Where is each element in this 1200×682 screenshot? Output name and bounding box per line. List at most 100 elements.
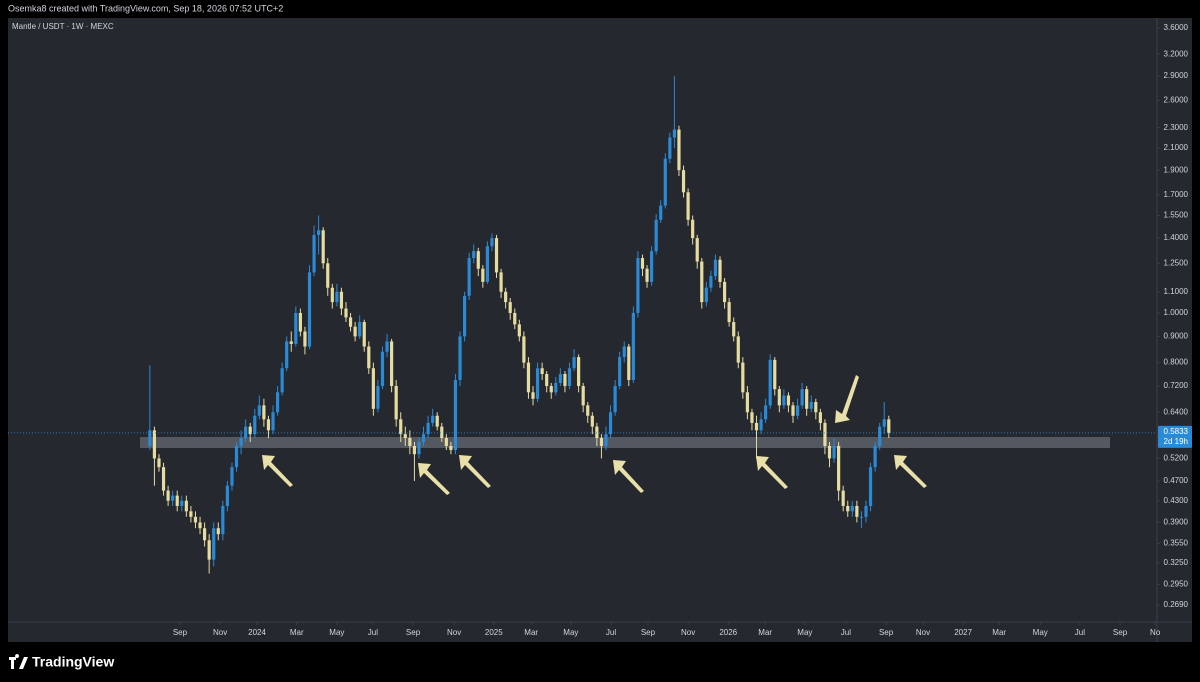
candle-body <box>335 291 339 303</box>
candle-body <box>827 445 832 459</box>
arrow <box>835 375 859 423</box>
candle-body <box>814 402 818 413</box>
candle-body <box>850 505 854 512</box>
candle-body <box>768 359 772 406</box>
candle-body <box>809 402 813 409</box>
candle-body <box>545 374 549 387</box>
x-tick-label: Sep <box>1113 628 1128 637</box>
chart-panel <box>8 18 1192 642</box>
logo: TradingView <box>9 654 114 670</box>
candle-body <box>590 415 594 427</box>
candle-body <box>846 505 850 512</box>
candle-body <box>791 405 795 416</box>
candle-body <box>385 341 389 352</box>
candle-body <box>380 351 385 387</box>
candle-body <box>887 419 891 433</box>
y-tick-label: 0.5200 <box>1164 454 1189 463</box>
candle-body <box>444 438 448 446</box>
candle-body <box>645 268 649 282</box>
candle-body <box>266 419 271 431</box>
candle-body <box>686 192 690 220</box>
candle-body <box>376 386 380 409</box>
candle-body <box>795 405 800 416</box>
candle-body <box>189 511 193 517</box>
candle-body <box>681 170 686 193</box>
candle-body <box>193 516 198 523</box>
candle-body <box>449 445 453 451</box>
y-tick-label: 0.3550 <box>1164 538 1189 547</box>
candle-body <box>175 495 179 506</box>
candle-body <box>285 341 289 369</box>
x-tick-label: Nov <box>447 628 461 637</box>
y-tick-label: 0.4300 <box>1164 496 1189 505</box>
candle-body <box>586 405 590 416</box>
candle-body <box>832 445 836 459</box>
candle-body <box>280 368 284 393</box>
candle-body <box>317 230 321 235</box>
x-tick-label: Nov <box>213 628 227 637</box>
candle-body <box>855 505 859 517</box>
candle-body <box>166 490 170 501</box>
arrow <box>756 456 788 489</box>
x-tick-label: 2025 <box>485 628 503 637</box>
candle-body <box>476 251 480 269</box>
candle-body <box>764 405 768 420</box>
candle-body <box>390 341 394 387</box>
candle-body <box>713 259 718 277</box>
y-tick-label: 1.0000 <box>1164 308 1189 317</box>
y-tick-label: 1.4000 <box>1164 233 1189 242</box>
candle-body <box>754 422 759 431</box>
candle-body <box>212 528 216 560</box>
candle-body <box>782 395 786 406</box>
x-tick-label: Mar <box>524 628 538 637</box>
candle-body <box>157 458 161 468</box>
logo-text: TradingView <box>32 654 114 670</box>
candle-body <box>426 422 430 435</box>
y-tick-label: 3.2000 <box>1164 49 1189 58</box>
candle-body <box>540 368 544 375</box>
candle-body <box>216 528 220 535</box>
candle-body <box>431 415 435 423</box>
arrow <box>894 455 927 488</box>
candle-body <box>805 389 809 409</box>
candle-body <box>408 438 412 446</box>
candle-body <box>303 331 307 347</box>
x-tick-label: 2026 <box>719 628 737 637</box>
y-tick-label: 2.3000 <box>1164 123 1189 132</box>
candle-body <box>668 137 672 159</box>
candle-body <box>549 386 553 393</box>
x-tick-label: May <box>1033 628 1048 637</box>
candle-body <box>622 346 626 358</box>
candle-body <box>526 362 531 393</box>
candle-body <box>759 419 763 431</box>
candle-body <box>522 336 526 363</box>
candle-body <box>221 505 225 535</box>
arrow <box>459 455 491 488</box>
y-tick-label: 0.3900 <box>1164 518 1189 527</box>
candle-body <box>494 238 499 273</box>
candle-body <box>636 258 640 313</box>
candle-body <box>517 324 521 337</box>
candle-body <box>800 389 804 406</box>
candle-body <box>640 258 645 269</box>
candle-body <box>818 412 822 423</box>
candle-body <box>353 326 357 337</box>
header: Osemka8 created with TradingView.com, Se… <box>8 3 283 13</box>
y-tick-label: 1.9000 <box>1164 165 1189 174</box>
candle-body <box>513 312 517 325</box>
candle-body <box>531 392 535 399</box>
candle-body <box>344 308 348 318</box>
candle-body <box>435 415 439 427</box>
candle-body <box>298 312 302 332</box>
candle-body <box>202 528 207 541</box>
y-tick-label: 0.3250 <box>1164 558 1189 567</box>
candle-body <box>399 419 403 435</box>
candle-body <box>581 386 585 406</box>
candle-body <box>663 158 667 206</box>
candles <box>148 76 891 574</box>
candle-body <box>727 302 731 323</box>
candle-body <box>563 374 567 387</box>
candle-body <box>152 430 157 459</box>
candle-body <box>275 392 280 413</box>
candle-body <box>709 276 713 288</box>
